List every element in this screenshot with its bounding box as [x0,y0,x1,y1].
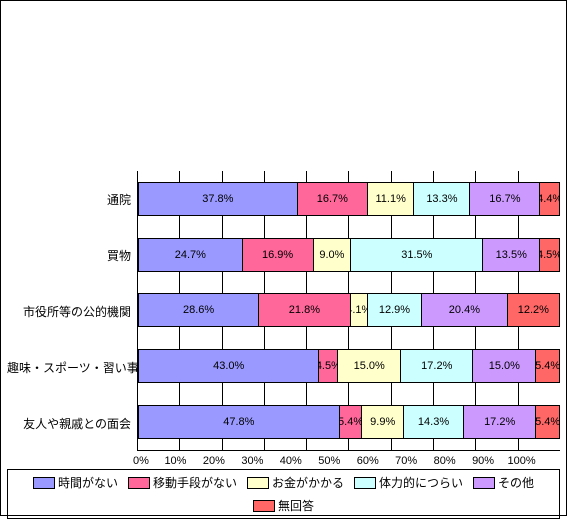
x-axis-spacer [7,451,137,455]
y-axis-labels: 通院買物市役所等の公的機関趣味・スポーツ・習い事友人や親戚との面会 [7,171,137,451]
x-axis-tick-label: 30% [241,455,263,467]
legend-label: 移動手段がない [153,474,237,491]
bar-segment: 9.0% [314,239,352,271]
legend-swatch [354,477,376,489]
bar-segment: 20.4% [422,294,508,326]
bar-segment: 31.5% [351,239,483,271]
x-axis-tick-label: 40% [280,455,302,467]
legend-swatch [33,477,55,489]
legend-item: お金がかかる [247,474,344,491]
legend-item: その他 [473,474,534,491]
bar-segment: 4.5% [319,350,338,382]
bars-container: 37.8%16.7%11.1%13.3%16.7%4.4%24.7%16.9%9… [138,171,560,450]
legend-item: 移動手段がない [128,474,237,491]
y-axis-label: 買物 [7,247,131,264]
chart-frame: 通院買物市役所等の公的機関趣味・スポーツ・習い事友人や親戚との面会 37.8%1… [0,0,567,516]
bar-segment: 16.7% [298,183,368,215]
bar-segment: 13.3% [414,183,470,215]
bar-row: 43.0%4.5%15.0%17.2%15.0%5.4% [138,349,560,383]
bar-segment: 5.4% [340,406,363,438]
bar-segment: 16.9% [243,239,314,271]
bar-segment: 4.5% [540,239,559,271]
bar-segment: 11.1% [368,183,415,215]
legend-swatch [128,477,150,489]
y-axis-label: 通院 [7,191,131,208]
legend-label: お金がかかる [272,474,344,491]
legend: 時間がない 移動手段がない お金がかかる 体力的につらい その他無回答 [7,469,560,519]
legend-item: 体力的につらい [354,474,463,491]
bar-segment: 21.8% [259,294,351,326]
bar-segment: 47.8% [139,406,340,438]
bar-segment: 12.9% [368,294,422,326]
x-axis: 0%10%20%30%40%50%60%70%80%90%100% [137,451,560,455]
x-axis-tick-label: 50% [318,455,340,467]
plot-area: 37.8%16.7%11.1%13.3%16.7%4.4%24.7%16.9%9… [137,171,560,451]
legend-item: 無回答 [253,497,314,514]
legend-label: 時間がない [58,474,118,491]
x-axis-tick-label: 10% [164,455,186,467]
x-axis-tick-label: 80% [434,455,456,467]
bar-row: 37.8%16.7%11.1%13.3%16.7%4.4% [138,182,560,216]
bar-segment: 37.8% [139,183,298,215]
legend-swatch [473,477,495,489]
x-axis-tick-label: 20% [203,455,225,467]
legend-label: 体力的につらい [379,474,463,491]
bar-segment: 15.0% [338,350,401,382]
bar-row: 24.7%16.9%9.0%31.5%13.5%4.5% [138,238,560,272]
bar-segment: 28.6% [139,294,259,326]
bar-segment: 4.1% [351,294,368,326]
bar-segment: 24.7% [139,239,243,271]
bar-segment: 4.4% [540,183,558,215]
bar-segment: 13.5% [483,239,540,271]
x-axis-tick-label: 60% [357,455,379,467]
y-axis-label: 趣味・スポーツ・習い事 [7,359,131,376]
legend-swatch [253,500,275,512]
bar-segment: 15.0% [473,350,536,382]
x-axis-wrap: 0%10%20%30%40%50%60%70%80%90%100% [7,451,560,455]
legend-item: 時間がない [33,474,118,491]
x-axis-tick-label: 70% [395,455,417,467]
bar-row: 28.6%21.8%4.1%12.9%20.4%12.2% [138,293,560,327]
bar-segment: 17.2% [464,406,536,438]
x-axis-tick-label: 90% [472,455,494,467]
bar-segment: 12.2% [508,294,559,326]
x-axis-tick-label: 0% [133,455,149,467]
bar-row: 47.8%5.4%9.9%14.3%17.2%5.4% [138,405,560,439]
legend-swatch [247,477,269,489]
x-axis-tick-label: 100% [507,455,535,467]
plot-wrap: 通院買物市役所等の公的機関趣味・スポーツ・習い事友人や親戚との面会 37.8%1… [7,171,560,507]
bar-segment: 17.2% [401,350,473,382]
bar-segment: 16.7% [470,183,540,215]
y-axis-label: 市役所等の公的機関 [7,303,131,320]
bar-segment: 14.3% [404,406,464,438]
legend-label: その他 [498,474,534,491]
bar-segment: 5.4% [536,406,559,438]
bar-segment: 9.9% [362,406,404,438]
bar-segment: 43.0% [139,350,319,382]
chart-row: 通院買物市役所等の公的機関趣味・スポーツ・習い事友人や親戚との面会 37.8%1… [7,171,560,451]
legend-label: 無回答 [278,497,314,514]
bar-segment: 5.4% [536,350,559,382]
y-axis-label: 友人や親戚との面会 [7,415,131,432]
